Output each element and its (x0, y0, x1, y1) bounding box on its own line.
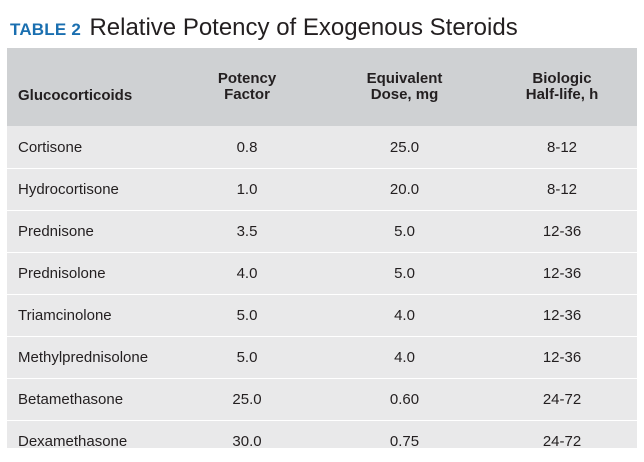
cell-glucocorticoid: Prednisolone (7, 253, 172, 295)
cell-half-life: 12-36 (487, 211, 637, 253)
column-header-line: Biologic (487, 71, 637, 87)
cell-half-life: 12-36 (487, 253, 637, 295)
column-header-potency-factor: Potency Factor (172, 48, 322, 126)
cell-equivalent-dose: 5.0 (322, 211, 487, 253)
cell-glucocorticoid: Cortisone (7, 126, 172, 169)
column-header-glucocorticoids: Glucocorticoids (7, 48, 172, 126)
cell-equivalent-dose: 0.75 (322, 421, 487, 462)
column-header-equivalent-dose: Equivalent Dose, mg (322, 48, 487, 126)
table-row: Dexamethasone 30.0 0.75 24-72 (7, 421, 637, 462)
column-header-line: Equivalent (322, 71, 487, 87)
cell-equivalent-dose: 5.0 (322, 253, 487, 295)
table-body: Cortisone 0.8 25.0 8-12 Hydrocortisone 1… (7, 126, 637, 462)
table-row: Triamcinolone 5.0 4.0 12-36 (7, 295, 637, 337)
cell-half-life: 24-72 (487, 421, 637, 462)
table-caption: TABLE 2 Relative Potency of Exogenous St… (10, 16, 518, 40)
column-header-line: Half-life, h (487, 87, 637, 103)
table-row: Prednisolone 4.0 5.0 12-36 (7, 253, 637, 295)
cell-half-life: 24-72 (487, 379, 637, 421)
cell-glucocorticoid: Triamcinolone (7, 295, 172, 337)
cell-potency-factor: 4.0 (172, 253, 322, 295)
table-row: Methylprednisolone 5.0 4.0 12-36 (7, 337, 637, 379)
table-row: Hydrocortisone 1.0 20.0 8-12 (7, 169, 637, 211)
column-header-line: Glucocorticoids (18, 88, 172, 104)
cell-glucocorticoid: Prednisone (7, 211, 172, 253)
cell-equivalent-dose: 0.60 (322, 379, 487, 421)
cell-glucocorticoid: Dexamethasone (7, 421, 172, 462)
cell-half-life: 8-12 (487, 169, 637, 211)
cell-equivalent-dose: 25.0 (322, 126, 487, 169)
cell-potency-factor: 30.0 (172, 421, 322, 462)
cell-potency-factor: 0.8 (172, 126, 322, 169)
cell-half-life: 8-12 (487, 126, 637, 169)
cell-potency-factor: 5.0 (172, 337, 322, 379)
column-header-line: Factor (172, 87, 322, 103)
data-table: Glucocorticoids Potency Factor Equivalen… (7, 48, 637, 462)
cell-glucocorticoid: Methylprednisolone (7, 337, 172, 379)
table-number-label: TABLE 2 (10, 20, 81, 39)
cell-glucocorticoid: Hydrocortisone (7, 169, 172, 211)
cell-glucocorticoid: Betamethasone (7, 379, 172, 421)
cell-equivalent-dose: 4.0 (322, 295, 487, 337)
table-header: Glucocorticoids Potency Factor Equivalen… (7, 48, 637, 126)
cell-potency-factor: 1.0 (172, 169, 322, 211)
header-row: Glucocorticoids Potency Factor Equivalen… (7, 48, 637, 126)
column-header-line: Dose, mg (322, 87, 487, 103)
table-row: Betamethasone 25.0 0.60 24-72 (7, 379, 637, 421)
cell-half-life: 12-36 (487, 337, 637, 379)
cell-equivalent-dose: 20.0 (322, 169, 487, 211)
table-row: Prednisone 3.5 5.0 12-36 (7, 211, 637, 253)
table-title: Relative Potency of Exogenous Steroids (89, 14, 517, 41)
table-row: Cortisone 0.8 25.0 8-12 (7, 126, 637, 169)
cell-potency-factor: 5.0 (172, 295, 322, 337)
steroid-potency-table: Glucocorticoids Potency Factor Equivalen… (7, 48, 637, 448)
cell-half-life: 12-36 (487, 295, 637, 337)
column-header-half-life: Biologic Half-life, h (487, 48, 637, 126)
cell-potency-factor: 3.5 (172, 211, 322, 253)
cell-equivalent-dose: 4.0 (322, 337, 487, 379)
column-header-line: Potency (172, 71, 322, 87)
cell-potency-factor: 25.0 (172, 379, 322, 421)
